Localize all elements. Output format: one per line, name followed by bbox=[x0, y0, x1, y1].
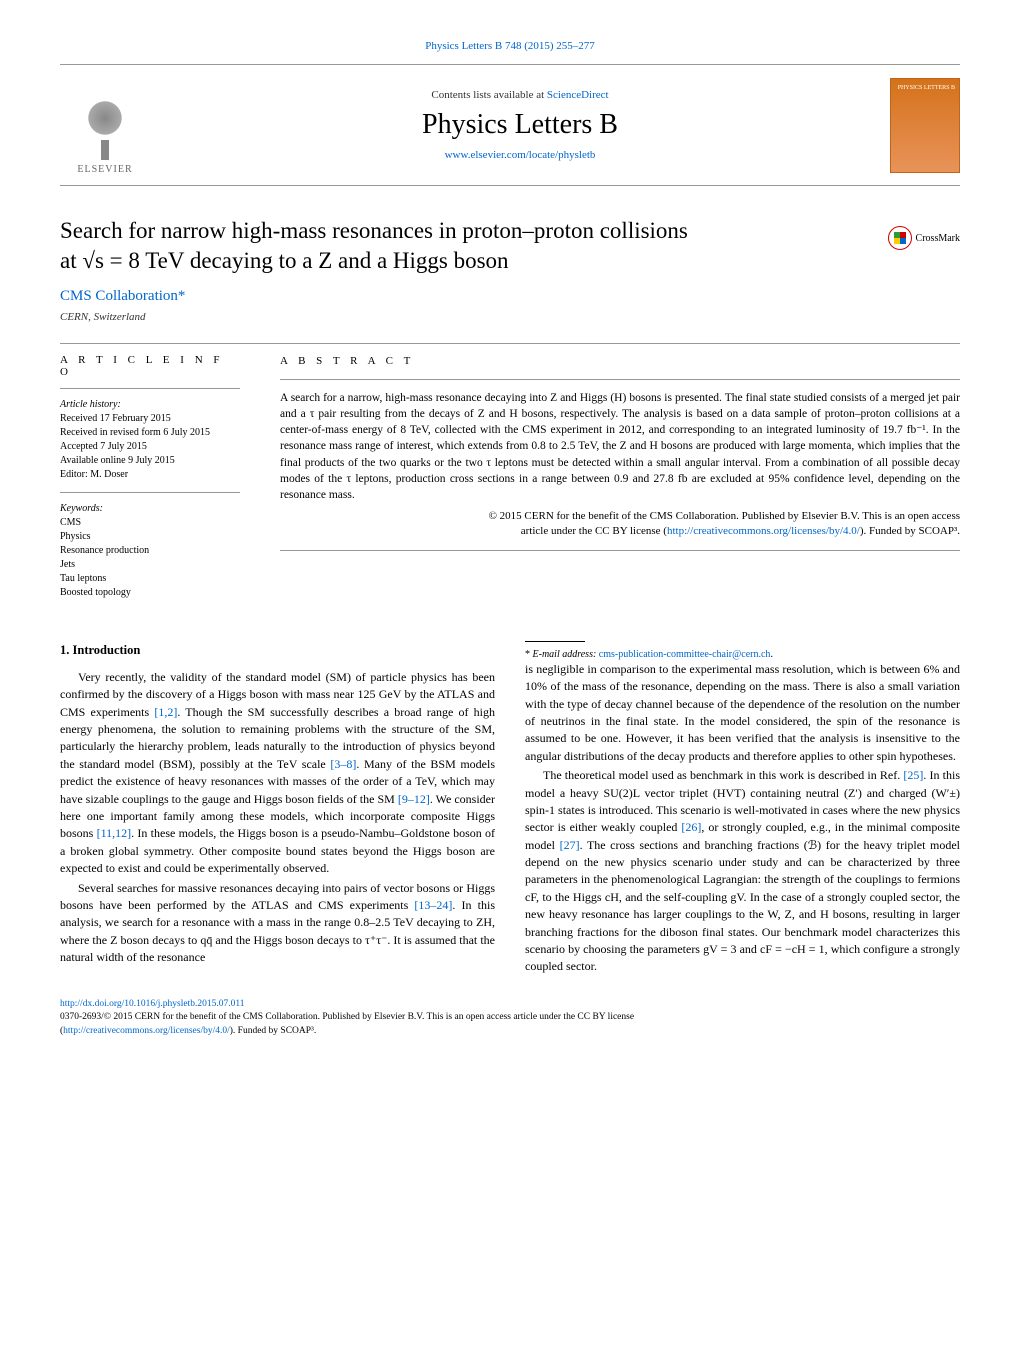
footer-license-link[interactable]: http://creativecommons.org/licenses/by/4… bbox=[63, 1026, 230, 1036]
abstract-heading: A B S T R A C T bbox=[280, 354, 960, 369]
copyright-line-2-post: ). Funded by SCOAP³. bbox=[860, 525, 960, 537]
contents-prefix: Contents lists available at bbox=[431, 89, 546, 101]
crossmark-icon bbox=[888, 226, 912, 250]
elsevier-logo: ELSEVIER bbox=[60, 75, 150, 175]
article-title: Search for narrow high-mass resonances i… bbox=[60, 216, 960, 276]
citation-link[interactable]: [27] bbox=[560, 838, 580, 852]
abstract-divider bbox=[280, 379, 960, 380]
history-heading: Article history: bbox=[60, 399, 240, 410]
info-divider bbox=[60, 388, 240, 389]
footnote-separator bbox=[525, 641, 585, 642]
body-columns: 1. Introduction Very recently, the valid… bbox=[60, 641, 960, 982]
citation-link[interactable]: [11,12] bbox=[97, 826, 132, 840]
citation-link[interactable]: [1,2] bbox=[154, 705, 177, 719]
body-text: is negligible in comparison to the exper… bbox=[525, 662, 960, 763]
citation-link[interactable]: [25] bbox=[903, 768, 923, 782]
footnote-mark: * bbox=[525, 649, 530, 660]
body-text: The theoretical model used as benchmark … bbox=[543, 768, 903, 782]
journal-title: Physics Letters B bbox=[150, 109, 890, 141]
journal-cover-thumb: PHYSICS LETTERS B bbox=[890, 78, 960, 173]
author-line: CMS Collaboration* bbox=[60, 288, 960, 305]
author-mark: * bbox=[178, 288, 186, 304]
citation-link[interactable]: [3–8] bbox=[330, 757, 356, 771]
history-line: Accepted 7 July 2015 bbox=[60, 440, 240, 454]
doi-link[interactable]: http://dx.doi.org/10.1016/j.physletb.201… bbox=[60, 999, 244, 1009]
journal-page-ref: Physics Letters B 748 (2015) 255–277 bbox=[60, 40, 960, 52]
title-line-2: at √s = 8 TeV decaying to a Z and a Higg… bbox=[60, 248, 509, 273]
license-post: ). Funded by SCOAP³. bbox=[230, 1026, 317, 1036]
abstract-text: A search for a narrow, high-mass resonan… bbox=[280, 390, 960, 503]
keyword: CMS bbox=[60, 516, 240, 530]
copyright-line-1: © 2015 CERN for the benefit of the CMS C… bbox=[489, 510, 960, 522]
footnote: * E-mail address: cms-publication-commit… bbox=[525, 648, 960, 661]
affiliation: CERN, Switzerland bbox=[60, 311, 960, 323]
keyword: Physics bbox=[60, 530, 240, 544]
history-line: Available online 9 July 2015 bbox=[60, 454, 240, 468]
crossmark-label: CrossMark bbox=[916, 232, 960, 245]
keyword: Tau leptons bbox=[60, 572, 240, 586]
elsevier-label: ELSEVIER bbox=[77, 164, 132, 175]
history-line: Received in revised form 6 July 2015 bbox=[60, 426, 240, 440]
copyright-line-2-pre: article under the CC BY license ( bbox=[521, 525, 667, 537]
article-info-sidebar: A R T I C L E I N F O Article history: R… bbox=[60, 354, 240, 600]
citation-link[interactable]: [26] bbox=[681, 820, 701, 834]
keyword: Jets bbox=[60, 558, 240, 572]
journal-center: Contents lists available at ScienceDirec… bbox=[150, 89, 890, 161]
crossmark-badge[interactable]: CrossMark bbox=[888, 226, 960, 250]
sciencedirect-link[interactable]: ScienceDirect bbox=[547, 89, 609, 101]
title-line-1: Search for narrow high-mass resonances i… bbox=[60, 218, 688, 243]
abstract-block: A B S T R A C T A search for a narrow, h… bbox=[280, 354, 960, 600]
citation-link[interactable]: [13–24] bbox=[414, 898, 452, 912]
page-footer: http://dx.doi.org/10.1016/j.physletb.201… bbox=[60, 998, 960, 1038]
author-name[interactable]: CMS Collaboration bbox=[60, 288, 178, 304]
cc-license-link[interactable]: http://creativecommons.org/licenses/by/4… bbox=[667, 525, 860, 537]
copyright-block: © 2015 CERN for the benefit of the CMS C… bbox=[280, 509, 960, 540]
abstract-end-divider bbox=[280, 550, 960, 551]
elsevier-tree-icon bbox=[70, 90, 140, 160]
footnote-label: E-mail address: bbox=[533, 649, 599, 660]
keyword: Boosted topology bbox=[60, 586, 240, 600]
article-info-heading: A R T I C L E I N F O bbox=[60, 354, 240, 378]
divider bbox=[60, 343, 960, 344]
history-line: Received 17 February 2015 bbox=[60, 412, 240, 426]
section-heading: 1. Introduction bbox=[60, 641, 495, 659]
issn-copyright-line: 0370-2693/© 2015 CERN for the benefit of… bbox=[60, 1012, 634, 1022]
keywords-heading: Keywords: bbox=[60, 503, 240, 514]
body-text: . The cross sections and branching fract… bbox=[525, 838, 960, 974]
footnote-email-link[interactable]: cms-publication-committee-chair@cern.ch bbox=[599, 649, 771, 660]
journal-header-box: ELSEVIER Contents lists available at Sci… bbox=[60, 64, 960, 186]
thumb-label: PHYSICS LETTERS B bbox=[895, 85, 955, 91]
keyword: Resonance production bbox=[60, 544, 240, 558]
history-line: Editor: M. Doser bbox=[60, 468, 240, 482]
journal-url[interactable]: www.elsevier.com/locate/physletb bbox=[150, 149, 890, 161]
citation-link[interactable]: [9–12] bbox=[398, 792, 430, 806]
info-divider bbox=[60, 492, 240, 493]
